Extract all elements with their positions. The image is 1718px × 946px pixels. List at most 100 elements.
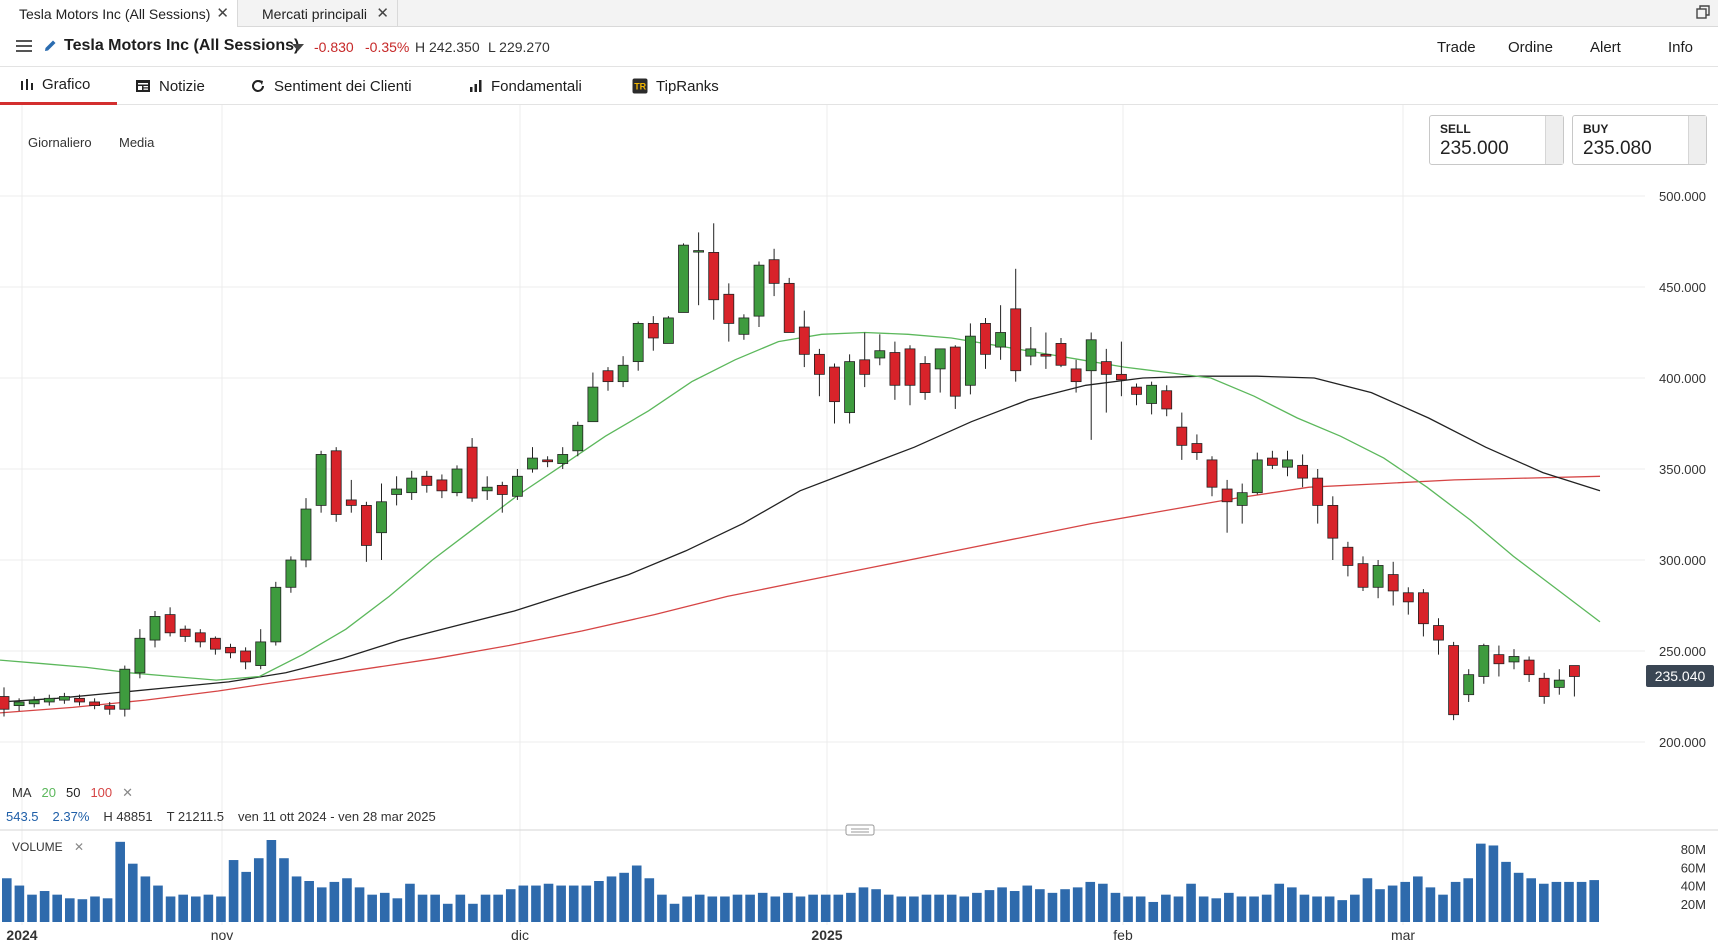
volume-bar [1312,896,1322,922]
candle-body [59,696,70,701]
candle-body [1055,343,1067,366]
stat-pct: 2.37% [52,809,90,824]
volume-bar [39,891,50,922]
volume-bar [1261,894,1272,922]
tab-mercati[interactable]: Mercati principali ✕ [238,0,398,27]
candle-body [1251,459,1263,494]
candle-body [814,353,825,375]
chevron-down-icon[interactable] [292,44,304,51]
volume-bar [883,894,894,922]
candle-body [647,322,659,339]
volume-bar [909,896,919,922]
candle-body [723,293,735,324]
volume-bar [568,885,579,922]
chart-type-selector[interactable]: Media [119,135,155,150]
volume-bar [1148,901,1159,922]
ma100-label[interactable]: 100 [90,785,113,800]
candle-body [1478,645,1490,677]
tipranks-logo-icon: TR [632,78,648,94]
candle-body [28,699,40,705]
volume-bar [165,896,176,922]
ordine-link[interactable]: Ordine [1508,39,1554,56]
candle-body [859,359,871,375]
candle-body [1267,457,1278,466]
candle-body [602,370,614,383]
candle-body [1569,665,1580,677]
candle-body [1282,459,1293,468]
candle-body [1236,492,1248,506]
day-low: L 229.270 [488,39,550,55]
tab-sentiment[interactable]: Sentiment dei Clienti [250,67,412,105]
refresh-icon [252,80,264,92]
volume-bar [543,883,554,922]
candle-body [421,475,433,486]
volume-bar [316,887,327,922]
volume-bar [329,881,340,922]
volume-bar [417,894,428,922]
candle-body [663,317,674,344]
tab-fondamentali[interactable]: Fondamentali [469,67,582,105]
volume-bar [1476,843,1486,922]
tab-tesla[interactable]: Tesla Motors Inc (All Sessions) ✕ [0,0,238,27]
ma50-label[interactable]: 50 [65,785,81,800]
volume-bar [581,885,592,922]
candle-body [1387,574,1399,592]
volume-bar [820,894,831,922]
close-icon[interactable]: ✕ [74,840,85,854]
trade-link[interactable]: Trade [1437,39,1476,56]
candle-body [1493,654,1505,665]
tab-mercati-label: Mercati principali [262,5,368,22]
candle-body [1418,592,1429,625]
tab-grafico[interactable]: Grafico [0,67,117,105]
volume-bar [1526,878,1537,922]
stat-t: T 21211.5 [166,809,224,824]
candle-body [783,282,795,333]
volume-bar [52,894,62,922]
ma20-label[interactable]: 20 [41,785,56,800]
candle-body [965,335,976,386]
volume-bar [1035,889,1045,922]
volume-bar [858,887,869,922]
tab-notizie[interactable]: Notizie [135,67,205,105]
volume-bar [518,885,529,922]
candle-body [1357,563,1369,588]
volume-bar [631,865,642,922]
close-icon[interactable]: ✕ [376,5,389,22]
date-range: ven 11 ott 2024 - ven 28 mar 2025 [237,809,436,824]
buy-box[interactable]: BUY 235.080 [1572,115,1707,165]
svg-text:TR: TR [634,82,646,92]
info-link[interactable]: Info [1668,39,1694,56]
volume-bar [1387,885,1398,922]
x-tick-label: 2024 [6,927,37,943]
instrument-title[interactable]: Tesla Motors Inc (All Sessions) [64,37,300,54]
candle-body [451,468,463,494]
candle-body [1463,674,1475,696]
volume-bar [657,894,667,922]
tab-tipranks[interactable]: TR TipRanks [632,67,719,105]
volume-bar [1576,881,1587,922]
close-icon[interactable]: ✕ [122,785,134,800]
ma50-line [0,375,1601,703]
candle-body [1448,645,1459,716]
ma20-line [0,331,1601,681]
candle-body [179,628,191,637]
volume-bar [505,889,516,922]
chart-icon [21,78,33,90]
candle-body [1100,361,1112,375]
restore-window-icon[interactable] [1696,5,1710,19]
alert-link[interactable]: Alert [1590,39,1621,56]
volume-bar [1022,885,1033,922]
candle-body [43,697,55,703]
close-icon[interactable]: ✕ [216,5,229,22]
volume-bar [27,894,37,922]
pencil-icon[interactable] [43,39,57,53]
candle-body [240,650,252,663]
menu-icon[interactable] [16,40,32,53]
sell-box[interactable]: SELL 235.000 [1429,115,1564,165]
candle-body [391,488,403,495]
candle-body [1221,488,1233,503]
candle-body [1010,308,1022,372]
volume-bar [1173,896,1184,922]
volume-bar [216,896,226,922]
period-selector[interactable]: Giornaliero [28,135,92,150]
